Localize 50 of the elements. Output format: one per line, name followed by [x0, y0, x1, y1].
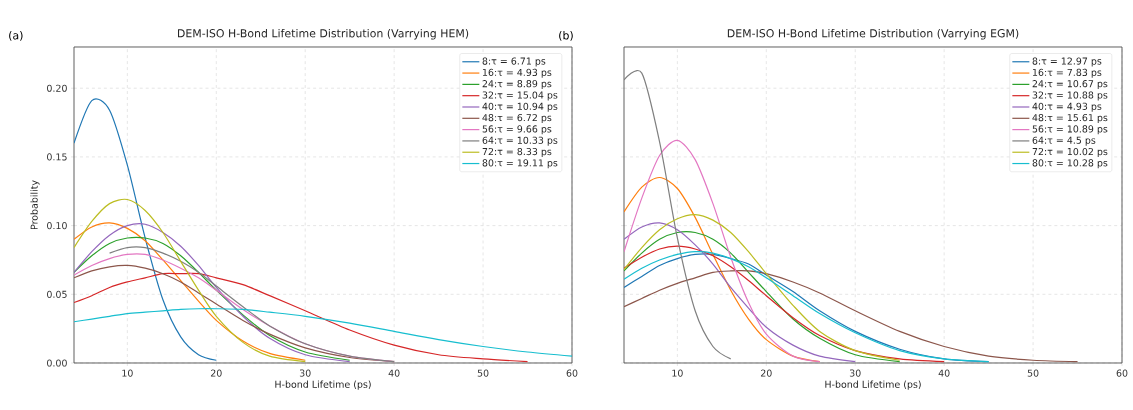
- x-tick-label: 40: [388, 369, 400, 377]
- y-tick-label: 0.15: [47, 153, 67, 161]
- chart-title: DEM-ISO H-Bond Lifetime Distribution (Varrying EGM): [727, 28, 1019, 40]
- legend-label: 56:τ = 9.66 ps: [482, 125, 552, 135]
- y-tick-label: 0.10: [47, 222, 67, 230]
- y-axis-title: Probability: [30, 180, 40, 230]
- chart-title: DEM-ISO H-Bond Lifetime Distribution (Varrying HEM): [178, 28, 469, 40]
- legend-label: 64:τ = 10.33 ps: [482, 136, 558, 146]
- line-series: [108, 246, 395, 363]
- legend-label: 24:τ = 10.67 ps: [1032, 80, 1108, 90]
- x-tick-label: 50: [477, 369, 489, 377]
- legend-label: 40:τ = 4.93 ps: [1032, 102, 1102, 112]
- line-series: [74, 308, 572, 357]
- legend-label: 56:τ = 10.89 ps: [1032, 125, 1108, 135]
- y-tick-label: 0.05: [47, 290, 67, 298]
- x-tick-label: 30: [299, 369, 311, 377]
- legend-label: 80:τ = 19.11 ps: [482, 159, 558, 169]
- legend-label: 16:τ = 4.93 ps: [482, 68, 552, 78]
- line-series: [74, 272, 529, 363]
- x-tick-label: 20: [210, 369, 222, 377]
- line-series: [74, 198, 306, 363]
- legend-label: 40:τ = 10.94 ps: [482, 102, 558, 112]
- x-tick-label: 10: [672, 369, 683, 377]
- legend-label: 16:τ = 7.83 ps: [1032, 68, 1102, 78]
- x-axis-title: H-bond Lifetime (ps): [825, 380, 921, 390]
- y-tick-label: 0.00: [47, 359, 67, 367]
- legend-label: 48:τ = 6.72 ps: [482, 114, 552, 124]
- x-tick-label: 20: [760, 369, 772, 377]
- line-series: [74, 98, 217, 361]
- x-tick-label: 60: [1116, 369, 1128, 377]
- line-series: [74, 222, 306, 361]
- text: (b): [559, 31, 573, 41]
- x-tick-label: 50: [1027, 369, 1039, 377]
- legend-label: 8:τ = 6.71 ps: [482, 57, 546, 67]
- x-axis-title: H-bond Lifetime (ps): [275, 380, 371, 390]
- legend-label: 48:τ = 15.61 ps: [1032, 114, 1108, 124]
- legend-label: 80:τ = 10.28 ps: [1032, 159, 1108, 169]
- legend-label: 8:τ = 12.97 ps: [1032, 57, 1102, 67]
- legend-label: 24:τ = 8.89 ps: [482, 80, 552, 90]
- legend-label: 32:τ = 15.04 ps: [482, 91, 558, 101]
- x-tick-label: 10: [122, 369, 133, 377]
- legend-label: 72:τ = 8.33 ps: [482, 147, 552, 157]
- legend-label: 32:τ = 10.88 ps: [1032, 91, 1108, 101]
- text: (a): [9, 31, 23, 41]
- x-tick-label: 60: [566, 369, 578, 377]
- legend-label: 72:τ = 10.02 ps: [1032, 147, 1108, 157]
- legend-label: 64:τ = 4.5 ps: [1032, 136, 1096, 146]
- x-tick-label: 40: [938, 369, 950, 377]
- x-tick-label: 30: [849, 369, 861, 377]
- y-tick-label: 0.20: [47, 84, 67, 92]
